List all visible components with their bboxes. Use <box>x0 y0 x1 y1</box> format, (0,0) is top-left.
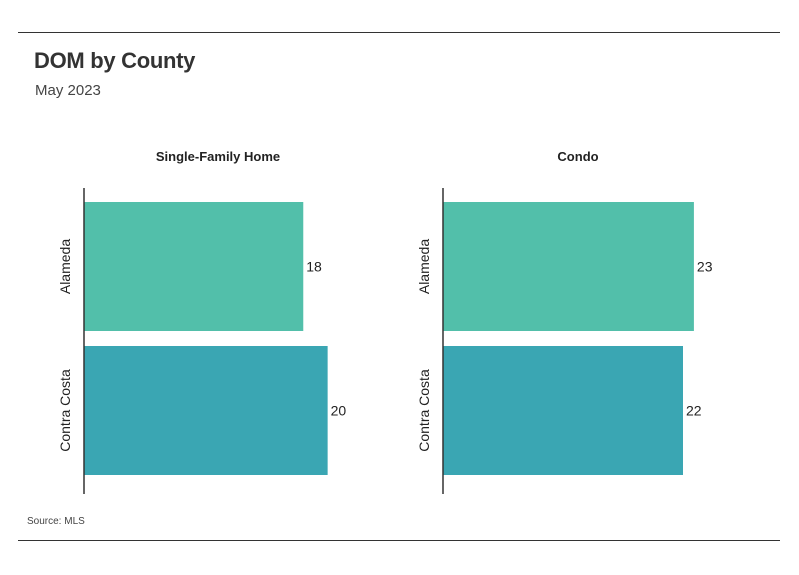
bottom-rule <box>18 540 780 541</box>
top-rule <box>18 32 780 33</box>
bar-single-family-home-alameda <box>84 202 304 331</box>
category-label-single-family-home-contra-costa: Contra Costa <box>57 369 73 452</box>
panel-title-single-family-home: Single-Family Home <box>156 149 280 164</box>
category-label-single-family-home-alameda: Alameda <box>57 239 73 294</box>
panel-title-condo: Condo <box>557 149 598 164</box>
data-label-condo-contra-costa: 22 <box>686 403 702 419</box>
category-label-condo-alameda: Alameda <box>416 239 432 294</box>
source-note: Source: MLS <box>27 516 85 527</box>
chart-subtitle: May 2023 <box>35 82 101 99</box>
data-label-single-family-home-alameda: 18 <box>306 259 322 275</box>
bar-single-family-home-contra-costa <box>84 346 328 475</box>
data-label-single-family-home-contra-costa: 20 <box>331 403 347 419</box>
category-label-condo-contra-costa: Contra Costa <box>416 369 432 452</box>
bar-condo-alameda <box>443 202 694 331</box>
data-label-condo-alameda: 23 <box>697 259 713 275</box>
chart-title: DOM by County <box>34 48 196 73</box>
bar-condo-contra-costa <box>443 346 683 475</box>
